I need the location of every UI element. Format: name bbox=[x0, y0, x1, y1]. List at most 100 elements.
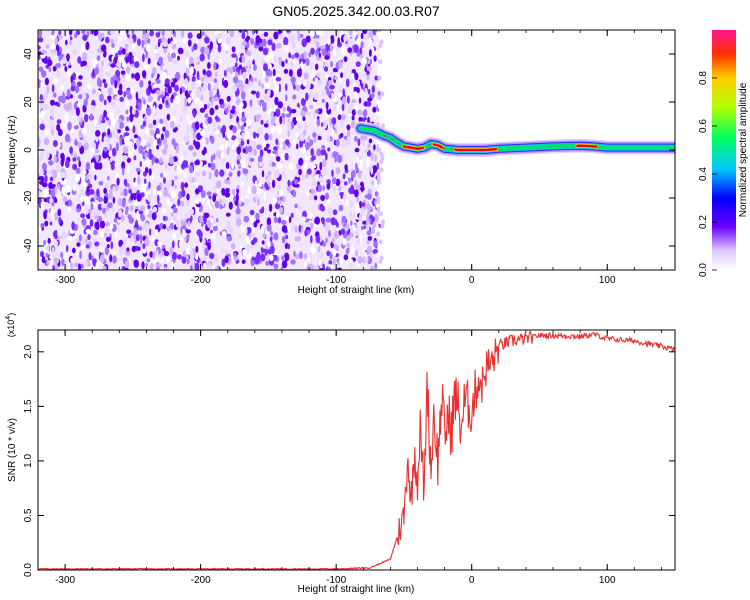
noise-blob bbox=[154, 158, 159, 164]
noise-blob bbox=[65, 39, 68, 46]
noise-blob bbox=[132, 231, 137, 239]
noise-blob bbox=[102, 207, 106, 214]
noise-blob bbox=[359, 233, 363, 242]
noise-blob bbox=[47, 59, 53, 67]
noise-blob bbox=[93, 30, 99, 36]
colorbar-gradient bbox=[712, 30, 736, 270]
noise-blob bbox=[137, 246, 141, 251]
noise-blob bbox=[181, 255, 187, 264]
noise-blob bbox=[188, 208, 195, 216]
noise-blob bbox=[44, 174, 48, 183]
noise-blob bbox=[156, 185, 162, 192]
noise-blob bbox=[190, 66, 194, 75]
noise-blob bbox=[164, 129, 170, 138]
noise-blob bbox=[188, 56, 194, 66]
noise-edge bbox=[379, 211, 383, 217]
bottom-y-label: SNR (10 * v/v) bbox=[7, 418, 18, 482]
noise-blob bbox=[171, 94, 174, 100]
noise-blob bbox=[89, 113, 93, 121]
noise-blob bbox=[212, 225, 218, 232]
noise-blob bbox=[337, 37, 341, 45]
noise-blob bbox=[370, 265, 375, 270]
noise-blob bbox=[260, 119, 264, 125]
ridge-hot-red bbox=[576, 144, 598, 148]
noise-blob bbox=[310, 148, 315, 157]
noise-blob bbox=[330, 184, 334, 189]
noise-blob bbox=[90, 105, 96, 111]
noise-blob bbox=[91, 255, 94, 261]
noise-blob bbox=[243, 215, 250, 223]
noise-blob bbox=[221, 187, 226, 196]
noise-blob bbox=[73, 125, 79, 130]
noise-blob bbox=[256, 114, 262, 119]
noise-blob bbox=[40, 244, 45, 249]
noise-blob bbox=[303, 123, 308, 132]
noise-blob bbox=[364, 34, 370, 40]
noise-blob bbox=[312, 132, 317, 138]
noise-blob bbox=[158, 56, 164, 65]
snr-panel: -300 -200 -100 0 100 0.0 0.5 1.0 1.5 2.0 Height o… bbox=[5, 313, 676, 595]
noise-blob bbox=[285, 146, 289, 151]
noise-blob bbox=[267, 39, 273, 46]
noise-blob bbox=[199, 107, 205, 113]
noise-blob bbox=[149, 251, 153, 258]
noise-blob bbox=[213, 127, 217, 133]
noise-blob bbox=[264, 82, 270, 89]
noise-blob bbox=[216, 33, 222, 39]
noise-blob bbox=[279, 116, 283, 125]
noise-blob bbox=[178, 240, 183, 248]
noise-blob bbox=[264, 248, 268, 256]
noise-blob bbox=[271, 42, 276, 52]
noise-blob bbox=[95, 261, 99, 270]
noise-blob bbox=[82, 52, 88, 61]
noise-blob bbox=[123, 33, 127, 41]
noise-blob bbox=[212, 194, 217, 203]
noise-blob bbox=[319, 161, 323, 171]
noise-blob bbox=[329, 84, 335, 90]
noise-blob bbox=[287, 179, 291, 187]
noise-blob bbox=[287, 185, 291, 194]
noise-blob bbox=[113, 86, 119, 95]
noise-blob bbox=[237, 214, 242, 219]
noise-blob bbox=[41, 70, 47, 78]
noise-blob bbox=[202, 69, 206, 75]
noise-blob bbox=[188, 176, 193, 184]
noise-blob bbox=[60, 251, 64, 259]
noise-blob bbox=[367, 209, 371, 218]
noise-blob bbox=[332, 177, 337, 185]
noise-blob bbox=[122, 145, 129, 155]
noise-blob bbox=[245, 236, 250, 244]
noise-blob bbox=[126, 247, 130, 252]
noise-blob bbox=[147, 95, 153, 103]
noise-blob bbox=[273, 263, 279, 270]
noise-blob bbox=[93, 229, 98, 236]
noise-blob bbox=[337, 267, 342, 270]
noise-blob bbox=[50, 99, 55, 106]
noise-blob bbox=[213, 153, 216, 161]
noise-blob bbox=[56, 195, 60, 203]
noise-blob bbox=[217, 149, 220, 155]
noise-blob bbox=[209, 41, 213, 50]
noise-blob bbox=[356, 236, 360, 245]
noise-blob bbox=[67, 235, 73, 242]
noise-blob bbox=[346, 135, 351, 144]
noise-blob bbox=[162, 41, 168, 47]
noise-blob bbox=[268, 203, 273, 212]
noise-blob bbox=[103, 82, 108, 89]
noise-blob bbox=[275, 77, 282, 82]
noise-blob bbox=[38, 45, 41, 50]
noise-blob bbox=[152, 119, 157, 126]
noise-blob bbox=[159, 252, 162, 261]
noise-blob bbox=[339, 257, 344, 266]
noise-blob bbox=[169, 246, 174, 255]
noise-blob bbox=[192, 109, 196, 118]
noise-blob bbox=[80, 173, 86, 180]
noise-blob bbox=[277, 216, 282, 224]
noise-blob bbox=[291, 224, 296, 232]
noise-blob bbox=[98, 181, 104, 186]
noise-blob bbox=[216, 80, 219, 89]
noise-blob bbox=[95, 221, 100, 231]
noise-blob bbox=[374, 154, 377, 162]
noise-blob bbox=[295, 84, 301, 92]
noise-blob bbox=[123, 267, 129, 270]
